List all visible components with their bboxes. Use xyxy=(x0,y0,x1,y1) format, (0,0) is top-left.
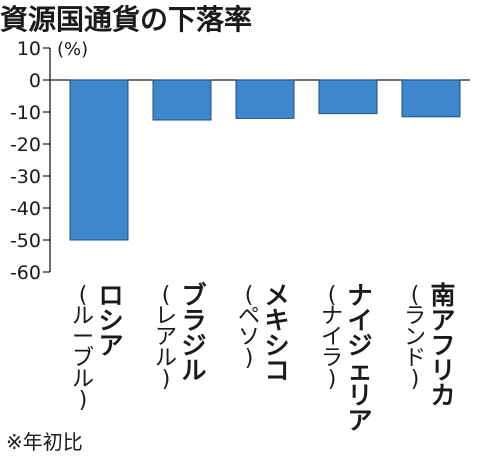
category-labels: ロシア(ルーブル) ブラジル(レアル) メキシコ(ペソ) ナイジェリア(ナイラ) 南アフ… xyxy=(72,281,456,435)
bar xyxy=(235,79,295,119)
category-label: ロシア xyxy=(98,281,123,360)
y-tick-label: -30 xyxy=(10,166,41,188)
bar xyxy=(401,79,461,118)
y-tick-label: -50 xyxy=(10,230,41,252)
footnote: ※年初比 xyxy=(6,430,83,454)
category-sublabel: (レアル) xyxy=(155,283,177,392)
y-unit-label: (%) xyxy=(57,39,88,60)
y-tick-label: 0 xyxy=(29,70,41,92)
category-sublabel: (ルーブル) xyxy=(72,283,94,413)
category-sublabel: (ランド) xyxy=(404,283,426,392)
y-tick-label: 10 xyxy=(17,38,41,60)
category-label: ナイジェリア xyxy=(347,281,372,435)
category-label: ブラジル xyxy=(181,281,206,385)
y-tick-label: -10 xyxy=(10,102,41,124)
y-tick-label: -40 xyxy=(10,198,41,220)
bars-layer xyxy=(69,79,461,241)
y-tick-label: -60 xyxy=(10,262,41,284)
category-sublabel: (ナイラ) xyxy=(321,283,343,392)
bar xyxy=(152,79,212,121)
bar xyxy=(318,79,378,115)
category-sublabel: (ペソ) xyxy=(238,283,260,371)
category-label: 南アフリカ xyxy=(430,281,455,410)
category-label: メキシコ xyxy=(264,281,289,385)
y-tick-label: -20 xyxy=(10,134,41,156)
bar xyxy=(69,79,129,241)
chart-title: 資源国通貨の下落率 xyxy=(0,3,253,36)
